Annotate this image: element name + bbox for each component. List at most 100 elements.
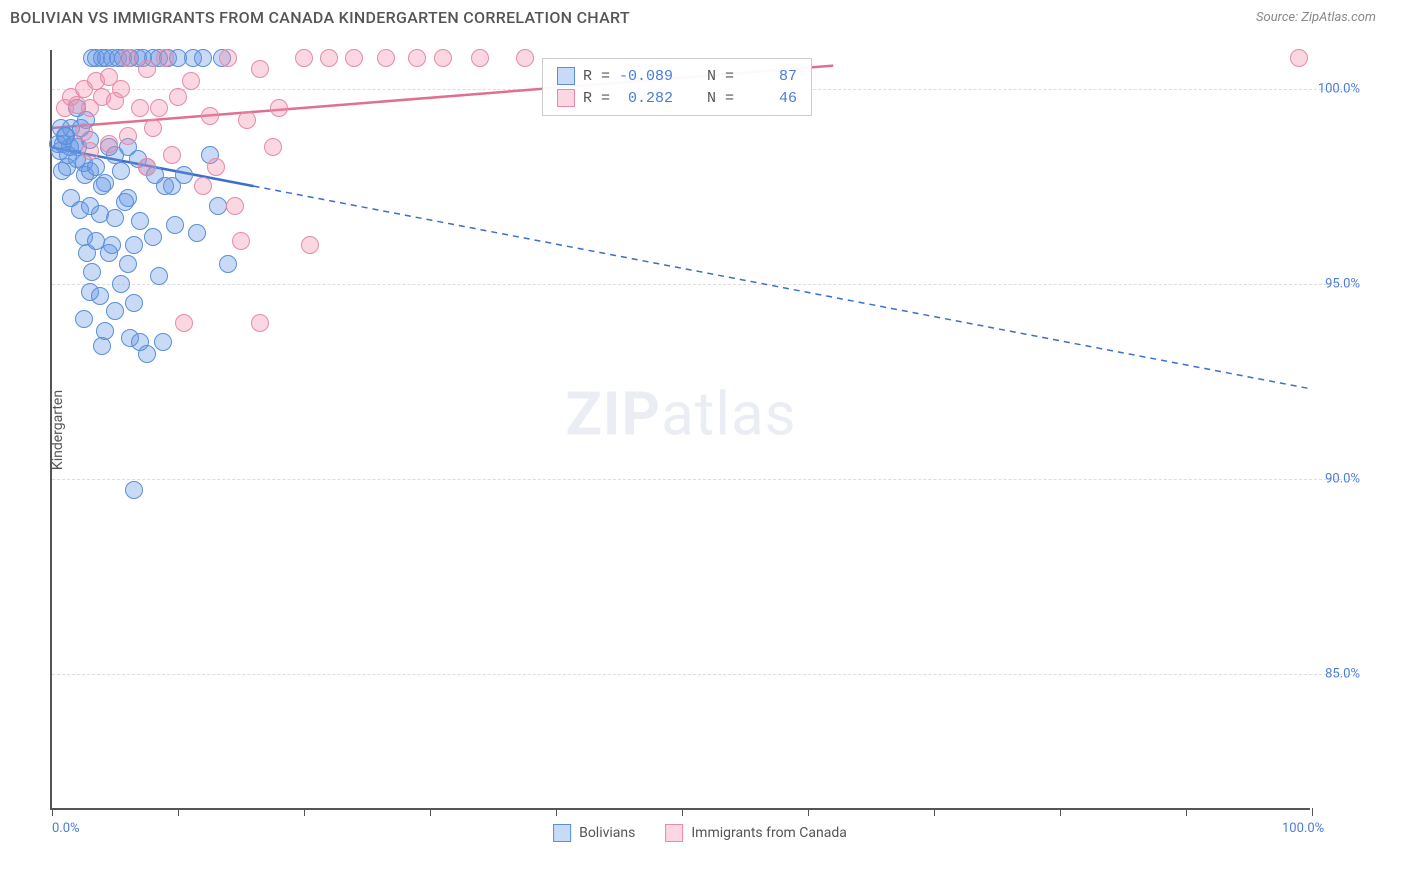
scatter-point-pink xyxy=(219,49,237,67)
legend: Bolivians Immigrants from Canada xyxy=(553,824,847,842)
trend-lines xyxy=(52,50,1312,810)
gridline-h xyxy=(52,674,1352,675)
scatter-point-pink xyxy=(1290,49,1308,67)
scatter-point-pink xyxy=(169,88,187,106)
scatter-point-blue xyxy=(112,275,130,293)
scatter-point-pink xyxy=(182,72,200,90)
scatter-point-pink xyxy=(119,127,137,145)
scatter-point-blue xyxy=(106,209,124,227)
x-tick xyxy=(556,808,557,816)
gridline-h xyxy=(52,284,1352,285)
scatter-point-pink xyxy=(264,138,282,156)
x-tick xyxy=(682,808,683,816)
scatter-point-pink xyxy=(175,314,193,332)
scatter-point-blue xyxy=(154,333,172,351)
scatter-point-pink xyxy=(81,142,99,160)
scatter-point-blue xyxy=(93,177,111,195)
scatter-point-pink xyxy=(131,99,149,117)
chart-title: BOLIVIAN VS IMMIGRANTS FROM CANADA KINDE… xyxy=(10,8,630,27)
gridline-h xyxy=(52,479,1352,480)
scatter-point-blue xyxy=(116,193,134,211)
chart-container: Kindergarten ZIPatlas 100.0%95.0%90.0%85… xyxy=(50,50,1350,810)
scatter-point-pink xyxy=(226,197,244,215)
scatter-point-blue xyxy=(156,177,174,195)
swatch-icon xyxy=(557,67,575,85)
watermark: ZIPatlas xyxy=(565,378,796,449)
scatter-point-pink xyxy=(163,146,181,164)
scatter-point-blue xyxy=(209,197,227,215)
scatter-point-blue xyxy=(166,216,184,234)
scatter-point-pink xyxy=(320,49,338,67)
scatter-point-blue xyxy=(100,244,118,262)
scatter-point-pink xyxy=(144,119,162,137)
scatter-point-pink xyxy=(75,123,93,141)
scatter-point-pink xyxy=(295,49,313,67)
scatter-point-blue xyxy=(131,333,149,351)
plot-area: ZIPatlas 100.0%95.0%90.0%85.0%0.0%100.0%… xyxy=(50,50,1310,810)
scatter-point-pink xyxy=(207,158,225,176)
scatter-point-pink xyxy=(301,236,319,254)
swatch-icon xyxy=(553,824,571,842)
scatter-point-blue xyxy=(175,166,193,184)
x-tick xyxy=(934,808,935,816)
scatter-point-pink xyxy=(194,177,212,195)
scatter-point-blue xyxy=(125,481,143,499)
scatter-point-pink xyxy=(377,49,395,67)
x-tick-label: 0.0% xyxy=(52,821,80,836)
x-tick-label: 100.0% xyxy=(1282,821,1324,836)
stats-row: R =0.282 N =46 xyxy=(557,87,797,109)
scatter-point-blue xyxy=(53,162,71,180)
scatter-point-blue xyxy=(106,302,124,320)
stats-row: R =-0.089 N =87 xyxy=(557,65,797,87)
y-tick-label: 95.0% xyxy=(1312,276,1360,291)
scatter-point-pink xyxy=(112,80,130,98)
scatter-point-blue xyxy=(125,236,143,254)
legend-label: Bolivians xyxy=(579,825,635,841)
scatter-point-pink xyxy=(238,111,256,129)
scatter-point-blue xyxy=(78,244,96,262)
scatter-point-blue xyxy=(150,267,168,285)
x-tick xyxy=(808,808,809,816)
scatter-point-blue xyxy=(131,212,149,230)
scatter-point-pink xyxy=(408,49,426,67)
scatter-point-pink xyxy=(138,158,156,176)
scatter-point-pink xyxy=(251,60,269,78)
scatter-point-pink xyxy=(251,314,269,332)
scatter-point-pink xyxy=(345,49,363,67)
x-tick xyxy=(304,808,305,816)
scatter-point-blue xyxy=(112,162,130,180)
scatter-point-pink xyxy=(100,135,118,153)
x-tick xyxy=(430,808,431,816)
scatter-point-blue xyxy=(119,255,137,273)
scatter-point-pink xyxy=(138,60,156,78)
x-tick xyxy=(1312,808,1313,816)
scatter-point-pink xyxy=(201,107,219,125)
legend-item: Immigrants from Canada xyxy=(665,824,847,842)
scatter-point-pink xyxy=(516,49,534,67)
scatter-point-pink xyxy=(434,49,452,67)
scatter-point-blue xyxy=(125,294,143,312)
scatter-point-blue xyxy=(194,49,212,67)
scatter-point-pink xyxy=(156,49,174,67)
scatter-point-pink xyxy=(270,99,288,117)
x-tick xyxy=(1186,808,1187,816)
scatter-point-blue xyxy=(93,337,111,355)
x-tick xyxy=(52,808,53,816)
legend-label: Immigrants from Canada xyxy=(691,825,847,841)
swatch-icon xyxy=(557,89,575,107)
scatter-point-pink xyxy=(471,49,489,67)
scatter-point-pink xyxy=(119,49,137,67)
scatter-point-blue xyxy=(75,310,93,328)
legend-item: Bolivians xyxy=(553,824,635,842)
y-tick-label: 90.0% xyxy=(1312,471,1360,486)
x-tick xyxy=(178,808,179,816)
swatch-icon xyxy=(665,824,683,842)
scatter-point-blue xyxy=(144,228,162,246)
x-tick xyxy=(1060,808,1061,816)
stats-box: R =-0.089 N =87R =0.282 N =46 xyxy=(542,58,812,116)
scatter-point-blue xyxy=(219,255,237,273)
source-label: Source: ZipAtlas.com xyxy=(1256,10,1376,25)
scatter-point-blue xyxy=(83,263,101,281)
scatter-point-pink xyxy=(150,99,168,117)
y-tick-label: 100.0% xyxy=(1312,81,1360,96)
